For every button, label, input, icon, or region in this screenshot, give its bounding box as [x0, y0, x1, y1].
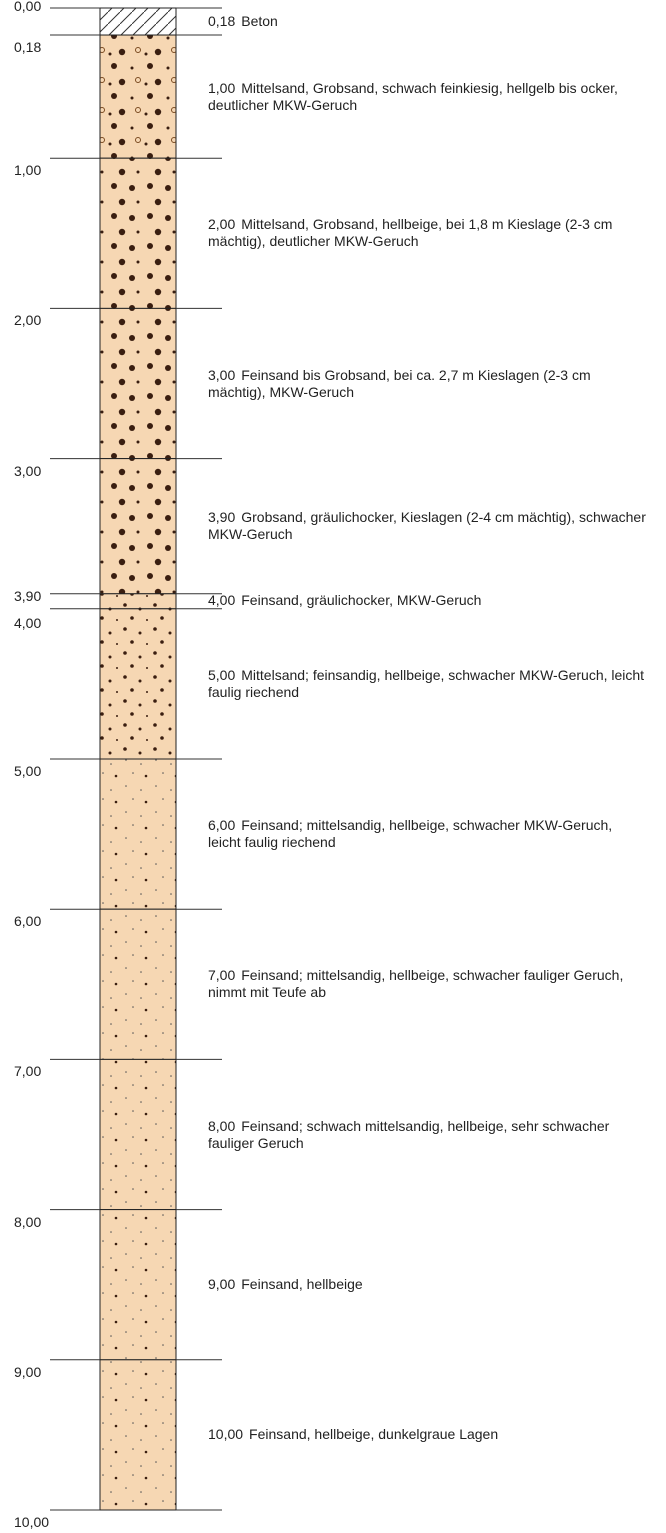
layer-text: Feinsand, hellbeige, dunkelgraue Lagen [249, 1426, 498, 1442]
layer-depth: 8,00 [208, 1118, 235, 1134]
layer-text: Beton [241, 13, 278, 29]
layer-depth: 3,90 [208, 509, 235, 525]
depth-label: 3,90 [14, 588, 41, 604]
layer-description: 10,00 Feinsand, hellbeige, dunkelgraue La… [208, 1426, 648, 1443]
layer-text: Mittelsand; feinsandig, hellbeige, schwa… [208, 667, 644, 700]
depth-label: 8,00 [14, 1214, 41, 1230]
layer-fill [100, 594, 176, 609]
layer-depth: 7,00 [208, 967, 235, 983]
layer-fill [100, 759, 176, 909]
layer-description: 0,18 Beton [208, 13, 648, 30]
layer-text: Grobsand, gräulichocker, Kieslagen (2-4 … [208, 509, 646, 542]
layer-depth: 9,00 [208, 1276, 235, 1292]
layer-text: Feinsand bis Grobsand, bei ca. 2,7 m Kie… [208, 367, 591, 400]
layer-fill [100, 459, 176, 594]
layer-text: Feinsand; schwach mittelsandig, hellbeig… [208, 1118, 609, 1151]
layer-fill [100, 158, 176, 308]
depth-label: 6,00 [14, 913, 41, 929]
layer-text: Feinsand, hellbeige [241, 1276, 362, 1292]
layer-depth: 10,00 [208, 1426, 243, 1442]
layer-depth: 4,00 [208, 592, 235, 608]
layer-description: 4,00 Feinsand, gräulichocker, MKW-Geruch [208, 592, 648, 609]
layer-fill [100, 909, 176, 1059]
layer-description: 9,00 Feinsand, hellbeige [208, 1276, 648, 1293]
depth-label: 0,18 [14, 39, 41, 55]
layer-fill [100, 1059, 176, 1209]
layer-depth: 1,00 [208, 80, 235, 96]
depth-label: 3,00 [14, 463, 41, 479]
layer-depth: 5,00 [208, 667, 235, 683]
layer-fill [100, 609, 176, 759]
layer-text: Feinsand; mittelsandig, hellbeige, schwa… [208, 967, 623, 1000]
layer-text: Mittelsand, Grobsand, schwach feinkiesig… [208, 80, 618, 113]
borehole-log: 0,00 0,18 1,00 2,00 3,00 3,90 4,00 5,00 6,00 7,00… [0, 0, 666, 1533]
depth-label: 0,00 [14, 0, 41, 14]
layer-fill [100, 8, 176, 35]
depth-label: 1,00 [14, 162, 41, 178]
depth-label: 5,00 [14, 763, 41, 779]
layer-depth: 3,00 [208, 367, 235, 383]
depth-label: 4,00 [14, 615, 41, 631]
layer-depth: 2,00 [208, 216, 235, 232]
layer-text: Feinsand; mittelsandig, hellbeige, schwa… [208, 817, 612, 850]
layer-depth: 0,18 [208, 13, 235, 29]
layer-fill [100, 308, 176, 458]
depth-label: 2,00 [14, 312, 41, 328]
layer-fill [100, 1210, 176, 1360]
layer-fill [100, 1360, 176, 1510]
layer-text: Mittelsand, Grobsand, hellbeige, bei 1,8… [208, 216, 612, 249]
depth-label: 9,00 [14, 1364, 41, 1380]
layer-fill [100, 35, 176, 158]
depth-label: 7,00 [14, 1063, 41, 1079]
depth-label: 10,00 [14, 1514, 49, 1530]
layer-depth: 6,00 [208, 817, 235, 833]
layer-text: Feinsand, gräulichocker, MKW-Geruch [241, 592, 481, 608]
